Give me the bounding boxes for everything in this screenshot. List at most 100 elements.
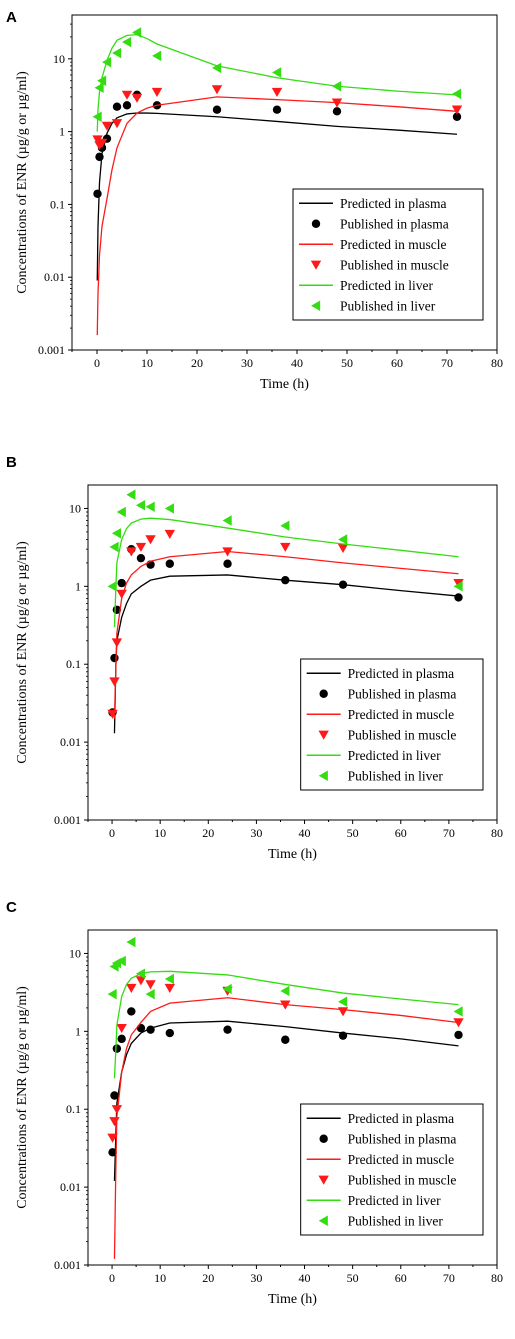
- series-predicted-in-muscle: [113, 550, 459, 719]
- y-tick-label: 0.01: [44, 270, 65, 284]
- data-point: [338, 996, 348, 1007]
- series-predicted-in-muscle: [96, 96, 458, 336]
- legend-entry-label: Predicted in muscle: [348, 1152, 454, 1167]
- x-tick-label: 70: [443, 826, 455, 840]
- data-point: [212, 62, 222, 74]
- data-point: [117, 1034, 126, 1044]
- series-published-in-plasma: [108, 1007, 463, 1157]
- data-point: [271, 87, 283, 97]
- data-point: [101, 121, 113, 131]
- panel-letter: B: [6, 454, 17, 471]
- x-tick-label: 10: [154, 1271, 166, 1285]
- data-point: [164, 503, 174, 514]
- legend-entry-label: Published in plasma: [348, 686, 457, 701]
- data-point: [94, 82, 104, 93]
- data-point: [95, 152, 104, 162]
- data-point: [222, 547, 233, 557]
- series-line: [113, 574, 459, 734]
- data-point: [135, 542, 147, 552]
- data-point: [132, 27, 142, 38]
- data-point: [223, 1025, 232, 1034]
- chart-panel-c: C 0 10 20 30 40 50 60 70 80 0.001 0.01 0.1 1 10 Time (h…: [6, 899, 503, 1307]
- y-tick-label: 0.01: [60, 1180, 81, 1194]
- data-point: [337, 1007, 349, 1017]
- data-point: [107, 1133, 118, 1143]
- data-point: [280, 1000, 291, 1010]
- data-point: [126, 489, 136, 500]
- y-tick-label: 0.1: [66, 1102, 81, 1116]
- data-point: [453, 1006, 463, 1017]
- legend-entry-label: Published in liver: [340, 298, 436, 313]
- legend-entry-label: Predicted in plasma: [348, 666, 454, 681]
- data-point: [109, 1117, 120, 1127]
- data-point: [164, 973, 174, 985]
- series-line: [113, 550, 459, 719]
- data-point: [146, 1025, 155, 1034]
- data-point: [131, 93, 143, 103]
- x-tick-label: 20: [202, 826, 214, 840]
- data-point: [126, 983, 137, 993]
- plot-frame: [87, 484, 498, 821]
- data-point: [145, 988, 155, 1000]
- y-tick-label: 1: [59, 125, 65, 139]
- x-tick-label: 30: [250, 826, 262, 840]
- legend-box: [300, 658, 484, 791]
- legend-marker-swatch: [311, 219, 321, 228]
- data-point: [116, 955, 126, 967]
- data-point: [111, 528, 122, 539]
- data-point: [135, 500, 146, 511]
- data-point: [145, 980, 156, 990]
- y-tick-label: 10: [53, 52, 65, 66]
- data-point: [211, 85, 223, 95]
- x-tick-label: 60: [395, 1271, 407, 1285]
- data-point: [165, 1028, 174, 1038]
- legend-entry-label: Predicted in liver: [348, 1193, 441, 1208]
- data-point: [102, 56, 112, 68]
- data-point: [121, 90, 133, 100]
- x-tick-label: 80: [491, 356, 503, 370]
- y-tick-label: 0.01: [60, 735, 81, 749]
- data-point: [338, 534, 348, 545]
- data-point: [107, 709, 118, 719]
- x-tick-label: 50: [347, 1271, 359, 1285]
- data-point: [126, 936, 136, 948]
- y-tick-label: 10: [69, 946, 81, 960]
- series-line: [113, 517, 459, 628]
- x-tick-label: 80: [491, 1271, 503, 1285]
- x-tick-label: 0: [109, 826, 115, 840]
- series-predicted-in-plasma: [113, 574, 459, 734]
- x-tick-label: 20: [191, 356, 203, 370]
- legend-marker-swatch: [318, 730, 329, 740]
- legend-box: [292, 188, 484, 321]
- data-point: [136, 1023, 146, 1033]
- data-point: [126, 547, 137, 557]
- data-point: [122, 36, 132, 48]
- data-point: [454, 593, 463, 602]
- legend-entry-label: Predicted in liver: [340, 278, 433, 293]
- legend: Predicted in plasma Published in plasma Pr…: [292, 188, 484, 321]
- plot-frame: [87, 929, 498, 1266]
- x-tick-label: 70: [441, 356, 453, 370]
- y-tick-label: 0.001: [54, 813, 81, 827]
- legend-entry-label: Predicted in muscle: [340, 237, 446, 252]
- data-point: [337, 543, 349, 554]
- legend-entry-label: Predicted in plasma: [340, 196, 446, 211]
- data-point: [281, 575, 290, 585]
- x-tick-label: 10: [154, 826, 166, 840]
- series-line: [96, 112, 458, 281]
- series-published-in-liver: [107, 936, 463, 1017]
- series-line: [96, 33, 458, 132]
- x-tick-label: 70: [443, 1271, 455, 1285]
- legend-entry-label: Published in muscle: [348, 1172, 457, 1187]
- series-published-in-liver: [107, 489, 463, 592]
- data-point: [222, 983, 232, 995]
- chart-panel-b: B 0 10 20 30 40 50 60 70 80 0.001 0.01 0.1 1 10 Time (h…: [6, 454, 503, 862]
- data-point: [272, 67, 282, 78]
- data-point: [92, 111, 102, 122]
- series-predicted-in-liver: [113, 517, 459, 628]
- data-point: [107, 581, 117, 592]
- x-tick-label: 50: [341, 356, 353, 370]
- data-point: [165, 559, 174, 568]
- data-point: [453, 578, 464, 589]
- x-tick-label: 40: [299, 826, 311, 840]
